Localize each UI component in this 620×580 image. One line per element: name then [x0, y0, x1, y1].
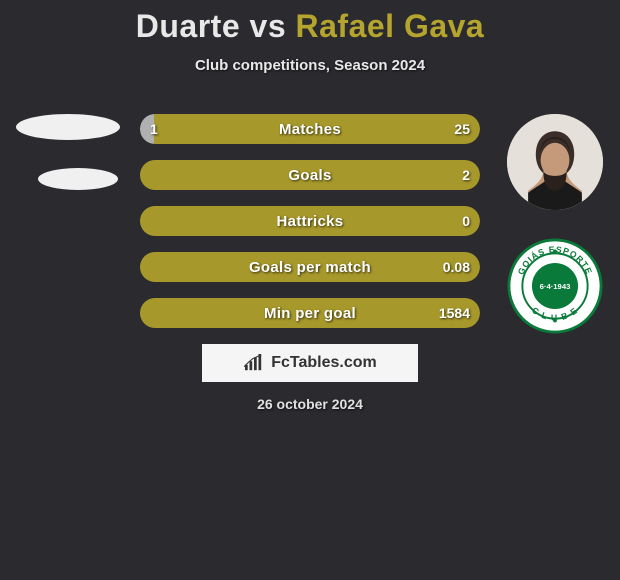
bar-chart-icon [243, 354, 265, 372]
bar-label: Goals per match [140, 252, 480, 282]
bar-label: Matches [140, 114, 480, 144]
right-club-badge: GOIÁS ESPORTE C L U B E 6·4·1943 [507, 238, 603, 334]
stat-row: Hattricks0 [140, 206, 480, 236]
left-player-column [8, 114, 128, 218]
club-crest-icon: GOIÁS ESPORTE C L U B E 6·4·1943 [507, 238, 603, 334]
title-vs: vs [250, 8, 287, 44]
stat-row: Goals2 [140, 160, 480, 190]
footer-date: 26 october 2024 [0, 396, 620, 412]
left-club-placeholder [38, 168, 118, 190]
comparison-content: GOIÁS ESPORTE C L U B E 6·4·1943 1Matche… [0, 114, 620, 328]
page-title: Duarte vs Rafael Gava [0, 0, 620, 45]
right-avatar [507, 114, 603, 210]
bar-right-value: 0.08 [443, 252, 470, 282]
bar-right-value: 1584 [439, 298, 470, 328]
left-avatar-placeholder [16, 114, 120, 140]
bar-right-value: 0 [462, 206, 470, 236]
person-icon [507, 114, 603, 210]
svg-text:6·4·1943: 6·4·1943 [540, 282, 571, 291]
stat-row: 1Matches25 [140, 114, 480, 144]
right-player-column: GOIÁS ESPORTE C L U B E 6·4·1943 [500, 114, 610, 334]
brand-text: FcTables.com [271, 354, 377, 372]
bar-label: Min per goal [140, 298, 480, 328]
subtitle: Club competitions, Season 2024 [0, 57, 620, 74]
brand-badge: FcTables.com [202, 344, 418, 382]
bar-right-value: 25 [454, 114, 470, 144]
bar-label: Hattricks [140, 206, 480, 236]
bar-right-value: 2 [462, 160, 470, 190]
title-player1: Duarte [136, 8, 240, 44]
stat-row: Goals per match0.08 [140, 252, 480, 282]
stat-row: Min per goal1584 [140, 298, 480, 328]
title-player2: Rafael Gava [296, 8, 485, 44]
bar-label: Goals [140, 160, 480, 190]
comparison-bars: 1Matches25 Goals2 Hattricks0 Goals per matc… [140, 114, 480, 328]
